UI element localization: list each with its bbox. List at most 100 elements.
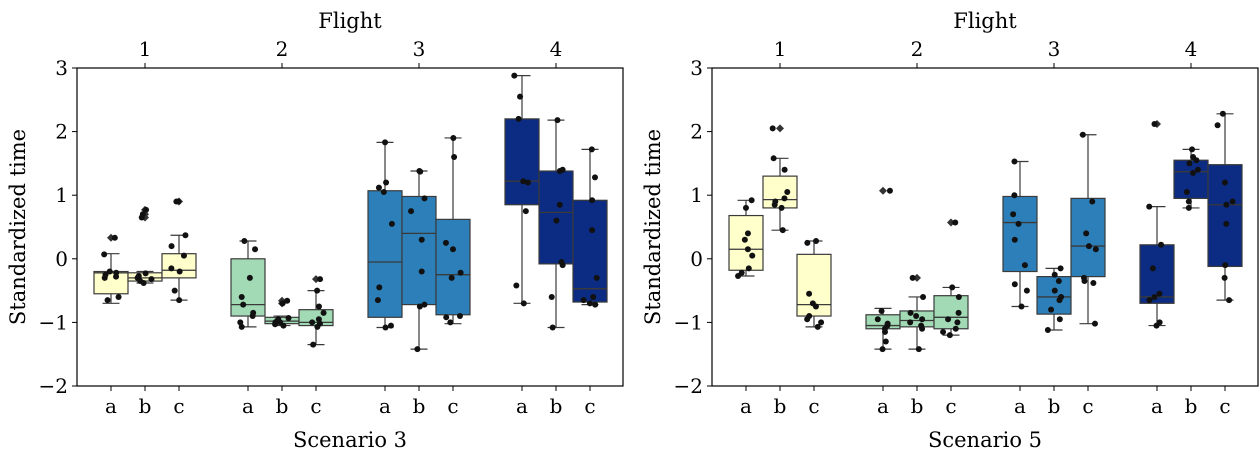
data-point bbox=[586, 300, 593, 307]
box-body bbox=[1173, 159, 1209, 199]
box-3c bbox=[1070, 131, 1106, 327]
data-point bbox=[309, 319, 316, 326]
data-point bbox=[168, 243, 175, 250]
data-point bbox=[173, 198, 180, 205]
x-tick-label: a bbox=[740, 394, 752, 418]
data-point bbox=[1153, 322, 1160, 329]
data-point bbox=[771, 201, 778, 208]
box-2a bbox=[230, 237, 266, 330]
data-point bbox=[778, 204, 785, 211]
data-point bbox=[408, 208, 415, 215]
data-point bbox=[111, 234, 118, 241]
data-point bbox=[1048, 306, 1055, 313]
data-point bbox=[241, 237, 248, 244]
y-tick-label: −1 bbox=[674, 310, 703, 334]
data-point bbox=[879, 346, 886, 353]
data-point bbox=[1221, 179, 1228, 186]
box-2a bbox=[865, 186, 901, 353]
data-point bbox=[442, 239, 449, 246]
data-point bbox=[180, 252, 187, 259]
flight-tick-label: 1 bbox=[139, 37, 152, 61]
data-point bbox=[1010, 211, 1017, 218]
data-point bbox=[414, 346, 421, 353]
box-1c bbox=[796, 237, 832, 330]
data-point bbox=[285, 314, 292, 321]
data-point bbox=[104, 297, 111, 304]
data-point bbox=[418, 236, 425, 243]
box-1a bbox=[93, 233, 129, 304]
data-point bbox=[310, 341, 317, 348]
data-point bbox=[1011, 236, 1018, 243]
data-point bbox=[457, 269, 464, 276]
data-point bbox=[818, 319, 825, 326]
box-4b bbox=[1173, 146, 1209, 211]
box-3b bbox=[401, 168, 437, 353]
data-point bbox=[1146, 203, 1153, 210]
box-body bbox=[435, 218, 471, 316]
data-point bbox=[588, 146, 595, 153]
data-point bbox=[375, 184, 382, 191]
data-point bbox=[1189, 169, 1196, 176]
data-point bbox=[804, 239, 811, 246]
data-point bbox=[417, 168, 424, 175]
box-body bbox=[401, 195, 437, 306]
box-4c bbox=[572, 146, 608, 308]
flight-tick-label: 4 bbox=[1185, 37, 1198, 61]
data-point bbox=[741, 236, 748, 243]
data-point bbox=[878, 307, 885, 314]
data-point bbox=[138, 214, 145, 221]
data-point bbox=[580, 297, 587, 304]
y-tick-label: 3 bbox=[55, 56, 68, 80]
box-body bbox=[762, 175, 798, 209]
data-point bbox=[744, 230, 751, 237]
chart-title: Scenario 3 bbox=[293, 428, 407, 452]
data-point bbox=[443, 314, 450, 321]
box-1a bbox=[728, 197, 764, 279]
x-tick-label: a bbox=[105, 394, 117, 418]
data-point bbox=[450, 134, 457, 141]
box-body bbox=[504, 118, 540, 206]
data-point bbox=[781, 166, 788, 173]
data-point bbox=[954, 319, 961, 326]
data-point bbox=[745, 265, 752, 272]
data-point bbox=[952, 325, 959, 332]
data-point bbox=[524, 179, 531, 186]
data-point bbox=[1158, 241, 1165, 248]
data-point bbox=[1183, 189, 1190, 196]
data-point bbox=[548, 293, 555, 300]
data-point bbox=[1051, 287, 1058, 294]
x-tick-label: a bbox=[877, 394, 889, 418]
data-point bbox=[1146, 297, 1153, 304]
data-point bbox=[320, 309, 327, 316]
data-point bbox=[238, 293, 245, 300]
box-body bbox=[728, 214, 764, 271]
data-point bbox=[106, 268, 113, 275]
x-tick-label: b bbox=[550, 394, 563, 418]
data-point bbox=[813, 237, 820, 244]
data-point bbox=[1011, 281, 1018, 288]
box-1b bbox=[127, 205, 163, 286]
top-axis-label: Flight bbox=[318, 9, 382, 33]
data-point bbox=[1221, 274, 1228, 281]
data-point bbox=[784, 189, 791, 196]
data-point bbox=[1091, 320, 1098, 327]
data-point bbox=[952, 219, 959, 226]
y-axis-label: Standardized time bbox=[6, 129, 30, 325]
data-point bbox=[522, 208, 529, 215]
data-point bbox=[886, 187, 893, 194]
data-point bbox=[1185, 204, 1192, 211]
x-tick-label: c bbox=[447, 394, 458, 418]
flight-tick-label: 4 bbox=[550, 37, 563, 61]
data-point bbox=[1193, 157, 1200, 164]
x-tick-label: c bbox=[173, 394, 184, 418]
data-point bbox=[1222, 262, 1229, 269]
data-point bbox=[1092, 246, 1099, 253]
data-point bbox=[806, 290, 813, 297]
data-point bbox=[246, 274, 253, 281]
data-point bbox=[143, 206, 150, 213]
data-point bbox=[418, 268, 425, 275]
data-point bbox=[1226, 297, 1233, 304]
data-point bbox=[142, 270, 149, 277]
data-point bbox=[115, 293, 122, 300]
